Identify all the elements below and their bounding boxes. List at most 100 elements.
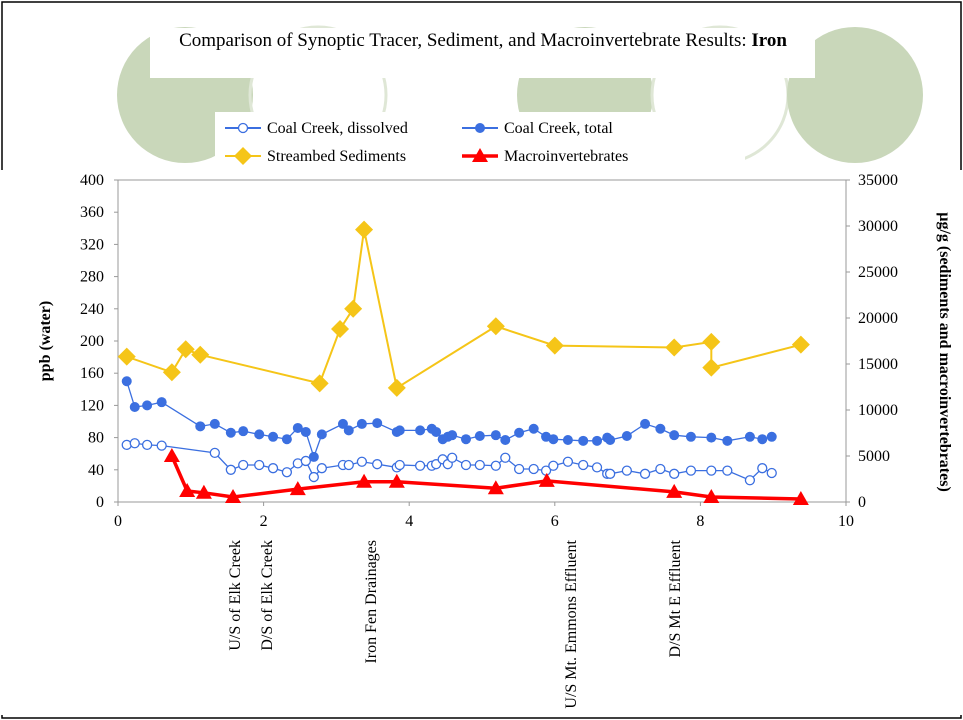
y-tick-label: 400: [80, 172, 104, 189]
data-point: [666, 483, 683, 498]
data-point: [129, 438, 140, 449]
data-point: [605, 435, 616, 446]
x-tick-label: 6: [551, 513, 559, 530]
data-point: [163, 448, 180, 462]
data-point: [703, 489, 720, 504]
data-point: [766, 431, 777, 442]
x-tick-label: 4: [405, 513, 413, 530]
data-point: [254, 459, 265, 471]
data-point: [300, 426, 311, 437]
data-point: [791, 335, 810, 354]
data-point: [355, 220, 374, 239]
y-tick-label: 160: [80, 365, 104, 382]
data-point: [591, 462, 603, 473]
data-point: [706, 432, 717, 443]
data-point: [702, 332, 721, 351]
data-point: [792, 490, 809, 505]
y2-tick-label: 0: [858, 494, 866, 511]
y2-axis-label: µg/g (sediments and macroinvertebrates): [936, 212, 953, 492]
data-point: [578, 459, 589, 471]
data-point: [225, 464, 236, 475]
data-point: [431, 426, 442, 437]
data-point: [337, 418, 348, 429]
legend-marker: [472, 148, 488, 162]
data-point: [289, 481, 306, 496]
y2-tick-label: 10000: [858, 402, 898, 419]
data-point: [500, 452, 511, 463]
data-point: [562, 456, 574, 467]
y2-tick-label: 15000: [858, 356, 898, 373]
data-point: [548, 460, 559, 471]
annotation: U/S of Elk Creek: [227, 540, 244, 651]
data-point: [562, 435, 573, 446]
data-point: [356, 456, 368, 467]
annotation: D/S of Elk Creek: [259, 540, 276, 651]
annotation: D/S Mt E Effluent: [667, 539, 684, 657]
y-axis-label: ppb (water): [37, 301, 54, 381]
y2-tick-label: 35000: [858, 172, 898, 189]
y-tick-label: 200: [80, 333, 104, 350]
data-point: [129, 402, 140, 413]
data-point: [209, 418, 220, 429]
y-tick-label: 80: [88, 430, 104, 447]
data-point: [316, 429, 327, 440]
legend-label: Coal Creek, dissolved: [267, 120, 408, 137]
data-point: [744, 431, 755, 442]
data-point: [195, 421, 206, 432]
data-point: [621, 465, 633, 476]
annotation: U/S Mt. Emmons Effluent: [563, 539, 580, 708]
y2-tick-label: 25000: [858, 264, 898, 281]
data-point: [238, 459, 249, 471]
data-point: [500, 435, 511, 446]
data-point: [621, 430, 632, 441]
y-tick-label: 40: [88, 462, 104, 479]
data-point: [372, 459, 383, 470]
data-point: [225, 427, 236, 438]
data-point: [528, 463, 539, 475]
data-point: [604, 468, 616, 479]
legend-label: Macroinvertebrates: [504, 148, 628, 165]
data-point: [639, 468, 651, 479]
data-point: [702, 358, 721, 377]
data-point: [474, 459, 485, 471]
legend-marker: [475, 123, 485, 133]
data-point: [513, 463, 525, 475]
data-point: [162, 363, 181, 382]
data-point: [655, 463, 666, 475]
data-point: [268, 431, 279, 442]
data-point: [487, 480, 504, 495]
data-point: [238, 426, 249, 437]
data-point: [744, 475, 756, 486]
data-point: [460, 434, 471, 445]
data-point: [528, 423, 539, 434]
x-tick-label: 8: [696, 513, 704, 530]
data-point: [722, 465, 733, 476]
data-point: [640, 418, 651, 429]
data-point: [225, 489, 242, 504]
data-point: [669, 468, 680, 479]
y-tick-label: 360: [80, 204, 104, 221]
data-point: [514, 427, 525, 438]
y-tick-label: 120: [80, 397, 104, 414]
data-point: [757, 434, 768, 445]
data-point: [254, 429, 265, 440]
chart-title: Comparison of Synoptic Tracer, Sediment,…: [128, 30, 838, 52]
data-point: [706, 465, 717, 476]
data-point: [356, 473, 373, 488]
data-point: [578, 435, 589, 446]
data-point: [308, 451, 319, 462]
legend-label: Streambed Sediments: [267, 148, 406, 165]
data-point: [331, 320, 350, 339]
title-box: [150, 28, 815, 78]
data-point: [176, 340, 195, 359]
data-point: [117, 347, 136, 366]
y-tick-label: 280: [80, 269, 104, 286]
data-point: [757, 463, 768, 474]
data-point: [766, 467, 777, 479]
x-tick-label: 0: [114, 513, 122, 530]
data-point: [121, 376, 132, 387]
data-point: [344, 299, 363, 318]
annotation: Iron Fen Drainages: [363, 540, 380, 664]
